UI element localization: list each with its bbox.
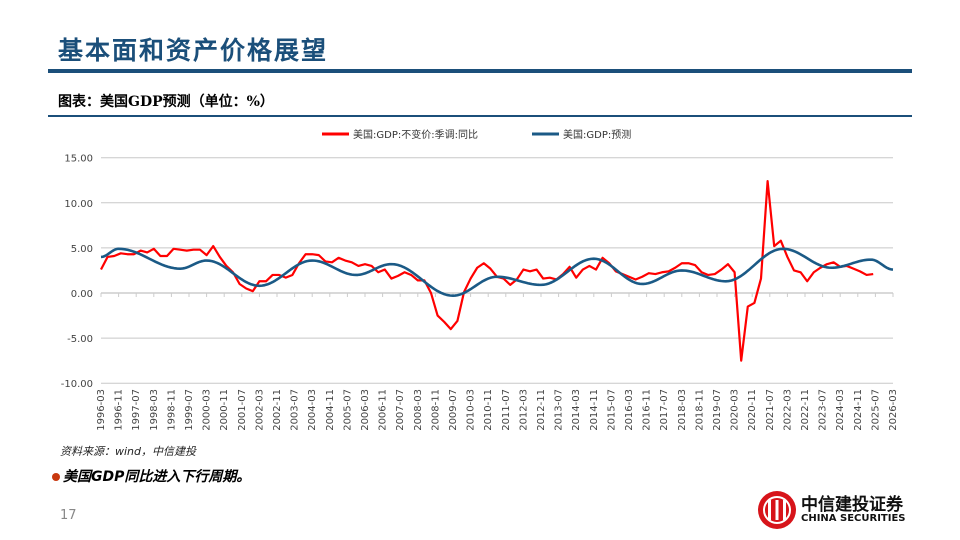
key-point-text: 美国GDP同比进入下行周期。	[63, 469, 251, 485]
x-tick-label: 2014-11	[589, 389, 600, 431]
china-securities-logo: 中信建投证券 CHINA SECURITIES	[757, 490, 917, 530]
x-tick-label: 1998-03	[149, 389, 160, 431]
x-tick-label: 2018-03	[677, 389, 688, 431]
legend-label: 美国:GDP:不变价:季调:同比	[353, 128, 478, 141]
x-tick-label: 2012-03	[518, 389, 529, 431]
logo-emblem-icon	[758, 491, 796, 529]
x-tick-label: 2021-07	[765, 389, 776, 431]
series-line-gdp-forecast	[100, 247, 894, 298]
x-tick-label: 1999-07	[184, 389, 195, 431]
page-number: 17	[60, 508, 77, 523]
x-tick-label: 2015-07	[606, 389, 617, 431]
key-point: 美国GDP同比进入下行周期。	[52, 466, 250, 486]
x-tick-label: 2004-11	[325, 389, 336, 431]
bullet-dot-icon	[52, 473, 60, 481]
x-tick-label: 2012-11	[536, 389, 547, 431]
x-tick-label: 2014-03	[571, 389, 582, 431]
x-tick-label: 1997-07	[131, 389, 142, 431]
x-tick-label: 2020-11	[747, 389, 758, 431]
logo-text-cn: 中信建投证券	[801, 495, 903, 515]
x-tick-label: 2007-07	[395, 389, 406, 431]
x-tick-label: 2010-11	[483, 389, 494, 431]
title-divider	[48, 69, 912, 73]
x-tick-label: 2003-07	[290, 389, 301, 431]
x-tick-label: 1998-11	[166, 389, 177, 431]
x-tick-label: 2024-11	[853, 389, 864, 431]
x-tick-label: 2016-03	[624, 389, 635, 431]
slide-title: 基本面和资产价格展望	[58, 36, 329, 65]
y-tick-label: -10.00	[61, 379, 93, 390]
x-tick-label: 2023-07	[818, 389, 829, 431]
x-tick-label: 2020-03	[730, 389, 741, 431]
x-tick-label: 2006-11	[378, 389, 389, 431]
x-tick-label: 2025-07	[870, 389, 881, 431]
x-tick-label: 2006-03	[360, 389, 371, 431]
x-tick-label: 2017-07	[659, 389, 670, 431]
y-tick-label: -5.00	[67, 334, 93, 345]
x-tick-label: 2001-07	[237, 389, 248, 431]
x-tick-label: 2010-03	[466, 389, 477, 431]
x-tick-label: 2026-03	[888, 389, 899, 431]
y-tick-label: 10.00	[64, 199, 93, 210]
caption-divider	[48, 115, 912, 117]
x-tick-label: 2022-11	[800, 389, 811, 431]
x-tick-label: 2002-03	[254, 389, 265, 431]
y-tick-label: 15.00	[64, 154, 93, 165]
x-tick-label: 1996-03	[96, 389, 107, 431]
x-tick-label: 2008-11	[430, 389, 441, 431]
x-tick-label: 2000-11	[219, 389, 230, 431]
x-tick-label: 1996-11	[114, 389, 125, 431]
y-tick-label: 5.00	[71, 244, 93, 255]
y-tick-label: 0.00	[71, 289, 93, 300]
logo-text-en: CHINA SECURITIES	[801, 513, 906, 524]
x-tick-label: 2008-03	[413, 389, 424, 431]
x-tick-label: 2022-03	[782, 389, 793, 431]
x-tick-label: 2009-07	[448, 389, 459, 431]
x-tick-label: 2013-07	[554, 389, 565, 431]
x-tick-label: 2024-03	[835, 389, 846, 431]
x-tick-label: 2002-11	[272, 389, 283, 431]
x-tick-label: 2000-03	[202, 389, 213, 431]
source-note: 资料来源：wind，中信建投	[60, 445, 197, 458]
x-tick-label: 2019-07	[712, 389, 723, 431]
chart-caption: 图表：美国GDP预测（单位：%）	[58, 94, 274, 110]
x-tick-label: 2005-07	[342, 389, 353, 431]
legend-label: 美国:GDP:预测	[563, 128, 631, 141]
series-line-gdp-yoy	[100, 180, 874, 362]
x-tick-label: 2018-11	[694, 389, 705, 431]
x-tick-label: 2016-11	[642, 389, 653, 431]
x-tick-label: 2011-07	[501, 389, 512, 431]
x-tick-label: 2004-03	[307, 389, 318, 431]
